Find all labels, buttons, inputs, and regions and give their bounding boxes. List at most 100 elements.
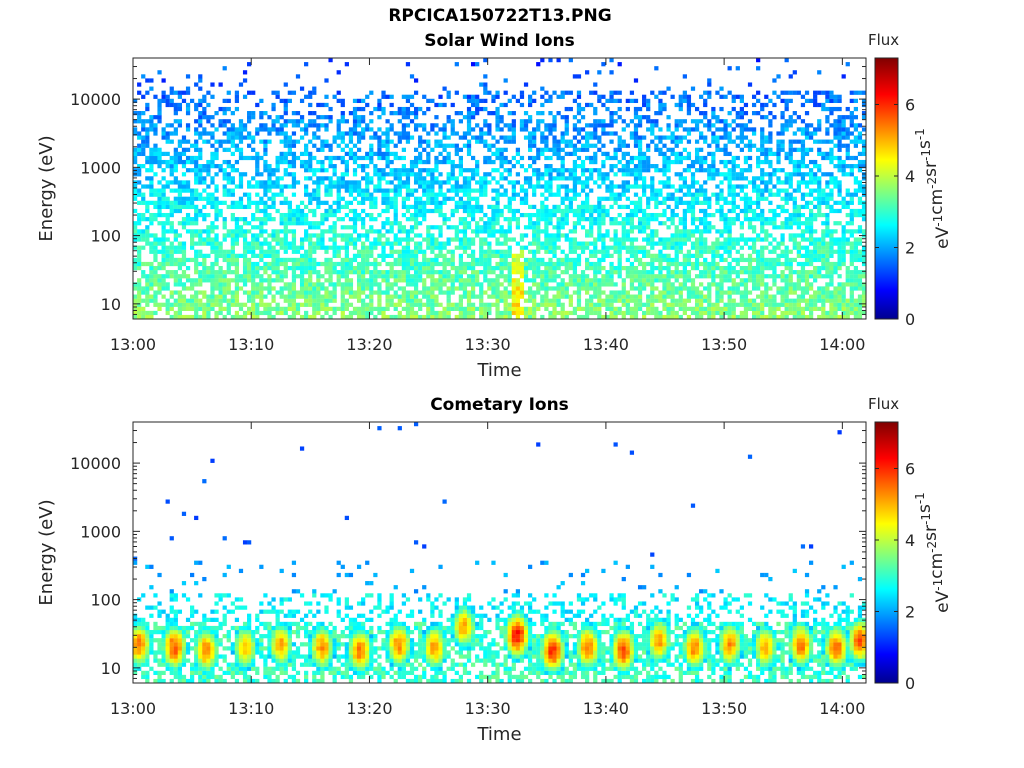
heatmap-cell [690,245,696,250]
heatmap-cell [658,274,663,279]
heatmap-cell [426,172,431,177]
heatmap-cell [528,290,533,295]
heatmap-cell [458,261,463,267]
heatmap-cell [271,180,276,185]
heatmap-cell [153,172,158,177]
heatmap-cell [373,229,378,234]
heatmap-cell [682,184,687,189]
heatmap-cell [210,196,215,201]
heatmap-cell [466,115,472,120]
heatmap-cell [589,225,594,230]
heatmap-cell [442,180,447,185]
heatmap-cell [401,168,406,173]
heatmap-cell [226,98,231,104]
heatmap-cell [699,261,704,267]
heatmap-cell [238,200,244,205]
heatmap-cell [682,229,687,234]
heatmap-cell [291,176,297,181]
heatmap-cell [137,115,142,120]
heatmap-cell [601,204,606,210]
heatmap-cell [519,90,525,95]
heatmap-cell [682,192,687,197]
heatmap-cell [564,265,569,271]
heatmap-cell [686,111,692,116]
heatmap-cell [654,217,659,222]
heatmap-cell [405,184,411,189]
heatmap-cell [699,168,704,173]
heatmap-cell [597,94,602,99]
heatmap-cell [214,261,219,267]
heatmap-cell [194,180,199,185]
heatmap-cell [218,302,223,307]
heatmap-cell [536,111,541,116]
heatmap-cell [165,217,170,222]
heatmap-cell [356,155,362,161]
heatmap-cell [287,164,292,169]
heatmap-cell [629,212,635,218]
heatmap-cell [597,294,602,299]
heatmap-cell [348,200,354,205]
heatmap-cell [470,253,476,258]
heatmap-cell [222,98,227,104]
heatmap-cell [145,237,150,242]
heatmap-cell [271,200,276,205]
heatmap-cell [145,290,150,295]
heatmap-cell [226,282,231,287]
heatmap-cell [356,139,362,144]
heatmap-cell [633,131,639,136]
heatmap-cell [308,168,313,173]
heatmap-cell [507,310,512,316]
heatmap-cell [401,245,406,250]
heatmap-cell [356,180,362,185]
heatmap-cell [442,196,447,201]
heatmap-cell [536,151,541,157]
heatmap-cell [161,192,166,197]
heatmap-cell [511,217,516,222]
heatmap-cell [625,302,630,307]
heatmap-cell [401,274,406,279]
heatmap-cell [405,180,411,185]
heatmap-cell [312,180,317,185]
heatmap-cell [711,249,716,254]
heatmap-cell [544,290,549,295]
heatmap-cell [556,290,561,295]
heatmap-cell [597,257,602,263]
heatmap-cell [597,282,602,287]
heatmap-cell [389,314,394,320]
heatmap-cell [352,123,358,128]
heatmap-cell [507,290,512,295]
heatmap-cell [198,115,203,120]
heatmap-cell [633,98,639,104]
heatmap-cell [385,294,390,299]
heatmap-cell [226,131,231,136]
heatmap-cell [304,298,309,303]
heatmap-cell [369,180,374,185]
heatmap-cell [572,115,578,120]
heatmap-cell [181,249,187,254]
heatmap-cell [352,208,358,214]
heatmap-cell [466,237,472,242]
heatmap-cell [544,241,549,246]
heatmap-cell [585,229,590,234]
heatmap-cell [515,208,521,214]
heatmap-cell [340,233,345,238]
heatmap-cell [462,286,468,291]
heatmap-cell [137,135,142,140]
heatmap-cell [141,310,146,316]
heatmap-cell [401,200,406,205]
heatmap-cell [263,306,268,311]
heatmap-cell [173,188,178,193]
heatmap-cell [576,212,582,218]
heatmap-cell [462,184,468,189]
heatmap-cell [361,286,366,291]
heatmap-cell [169,131,174,136]
heatmap-cell [466,261,472,267]
heatmap-cell [361,176,366,181]
heatmap-cell [617,265,622,271]
heatmap-cell [576,102,582,108]
heatmap-cell [515,265,521,271]
heatmap-cell [267,176,272,181]
heatmap-cell [597,229,602,234]
heatmap-cell [511,265,516,271]
heatmap-cell [275,274,280,279]
